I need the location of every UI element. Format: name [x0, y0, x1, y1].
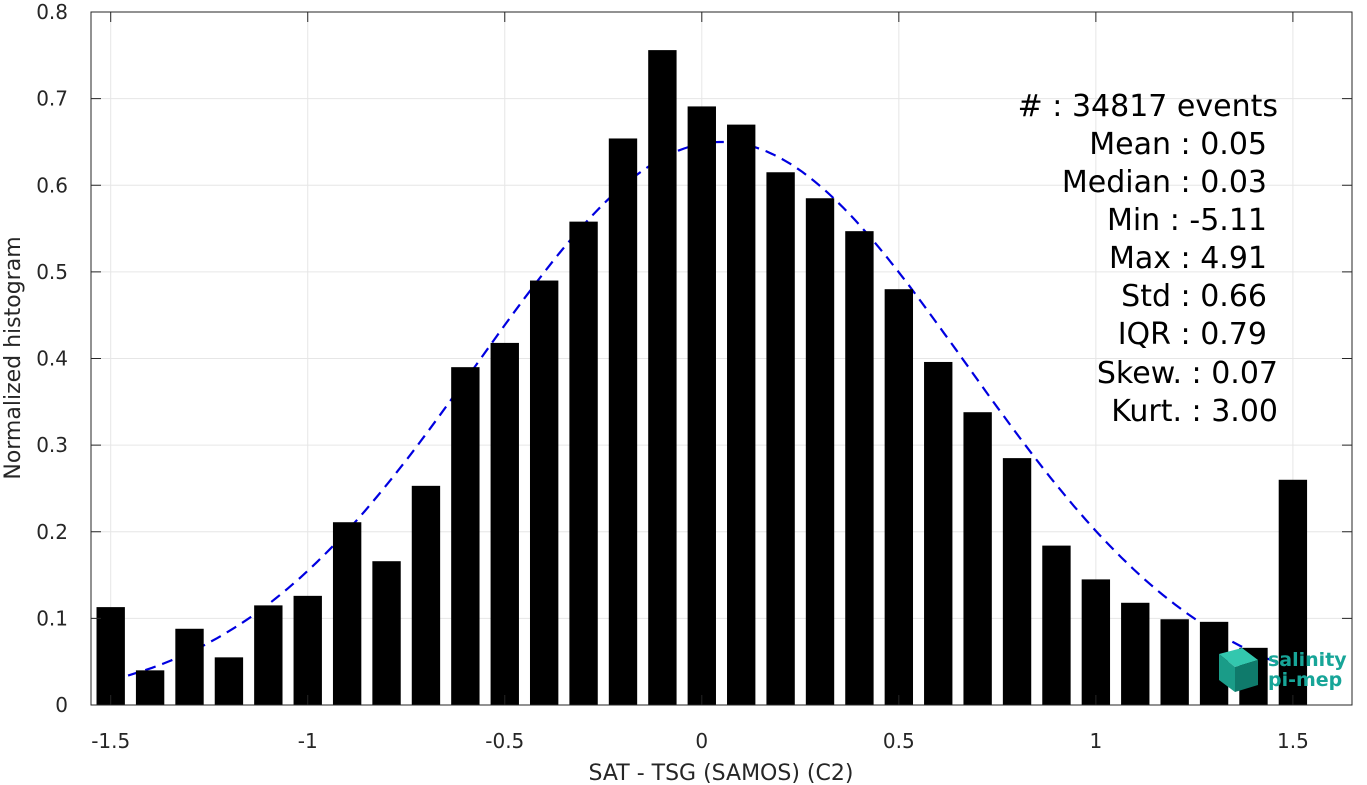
axis-ticks: -1.5 -1 -0.5 0 0.5 1 1.5 0 0.1 0.2 0.3 0.4 0.5 0.6 0.7… — [36, 0, 1352, 753]
y-axis-label: Normalized histogram — [1, 236, 26, 479]
x-tick-label: 0.5 — [883, 729, 915, 753]
histogram-bar — [727, 124, 756, 706]
logo-text-line1: salinity — [1268, 649, 1347, 671]
histogram-bar — [805, 198, 835, 705]
stat-iqr: IQR : 0.79 — [1118, 317, 1267, 352]
x-tick-label: 1.5 — [1277, 729, 1309, 753]
stat-std: Std : 0.66 — [1121, 279, 1267, 314]
stat-skew: Skew. : 0.07 — [1097, 356, 1278, 391]
histogram-bar — [1002, 458, 1032, 705]
histogram-bar — [214, 657, 244, 705]
y-tick-label: 0.2 — [36, 520, 68, 544]
x-tick-label: -1 — [298, 729, 318, 753]
histogram-bar — [648, 50, 677, 706]
histogram-bar — [529, 280, 559, 705]
histogram-bar — [924, 361, 953, 705]
histogram-bar — [411, 485, 441, 705]
histogram-bar — [1278, 479, 1308, 705]
y-tick-label: 0.5 — [36, 260, 68, 284]
y-tick-label: 0.3 — [36, 433, 68, 457]
histogram-bar — [608, 138, 638, 705]
histogram-bar — [135, 670, 165, 705]
stat-mean: Mean : 0.05 — [1089, 127, 1267, 162]
histogram-bar — [884, 289, 914, 705]
histogram-bar — [332, 522, 362, 705]
stat-median: Median : 0.03 — [1062, 165, 1267, 200]
x-tick-label: 1 — [1089, 729, 1102, 753]
histogram-bar — [1042, 545, 1071, 705]
stat-events: # : 34817 events — [1018, 89, 1278, 124]
salinity-pimep-logo: salinity pi-mep — [1219, 648, 1347, 692]
histogram-bar — [687, 106, 716, 705]
x-tick-label: 0 — [695, 729, 708, 753]
grid-lines — [91, 11, 1352, 706]
x-tick-label: -1.5 — [91, 729, 130, 753]
histogram-bar — [451, 367, 480, 705]
stat-min: Min : -5.11 — [1107, 203, 1267, 238]
y-tick-label: 0.7 — [36, 87, 68, 111]
y-tick-label: 0.4 — [36, 347, 68, 371]
histogram-bar — [1160, 619, 1189, 705]
histogram-bar — [175, 628, 204, 705]
y-tick-label: 0.1 — [36, 606, 68, 630]
histogram-bar — [254, 605, 283, 705]
statistics-box: # : 34817 events Mean : 0.05 Median : 0.… — [1018, 89, 1278, 429]
histogram-bar — [766, 172, 795, 706]
histogram-bar — [845, 231, 874, 705]
stat-kurt: Kurt. : 3.00 — [1111, 394, 1278, 429]
y-tick-label: 0.8 — [36, 0, 68, 24]
histogram-bar — [1081, 579, 1111, 705]
y-tick-label: 0 — [55, 693, 68, 717]
y-tick-label: 0.6 — [36, 173, 68, 197]
x-axis-label: SAT - TSG (SAMOS) (C2) — [589, 761, 854, 785]
histogram-bars — [96, 50, 1308, 706]
cube-logo-icon — [1219, 648, 1258, 692]
histogram-bar — [1121, 602, 1150, 705]
logo-text-line2: pi-mep — [1268, 669, 1342, 691]
histogram-bar — [963, 412, 992, 705]
stat-max: Max : 4.91 — [1109, 241, 1267, 276]
histogram-bar — [372, 561, 401, 705]
histogram-bar — [490, 342, 519, 705]
histogram-bar — [293, 595, 322, 705]
histogram-bar — [96, 607, 125, 705]
x-tick-label: -0.5 — [485, 729, 524, 753]
histogram-bar — [569, 221, 598, 705]
